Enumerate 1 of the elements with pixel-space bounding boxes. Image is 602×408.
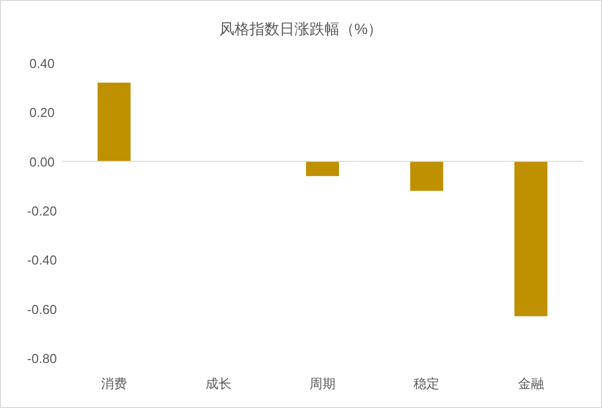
title: 风格指数日涨跌幅（%）	[219, 21, 383, 38]
